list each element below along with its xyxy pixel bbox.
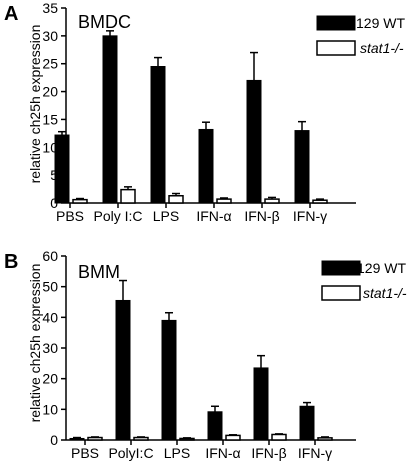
x-tick-label: IFN-β [244,208,279,224]
y-tick-label: 25 [42,56,58,72]
y-tick-label: 0 [50,432,58,448]
y-tick-label: 10 [42,401,58,417]
bar-wt [253,367,269,441]
x-tick-label: IFN-α [205,445,240,461]
y-tick-label: 5 [50,167,58,183]
bar-stat1-ko [312,199,328,204]
bar-stat1-ko [133,436,149,441]
panel-b-letter: B [4,251,18,273]
legend-a-wt-label: 129 WT [356,15,405,31]
bar-wt [246,79,262,204]
bar-wt [207,411,223,441]
legend-b-wt-label: 129 WT [357,260,406,276]
panel-b-title: BMM [78,262,120,282]
panel-a-plot: 0 5 10 15 20 25 30 35 PBS Poly I:C LPS IFN-α IFN-β IF… [42,0,356,224]
bar-stat1-ko [168,195,184,204]
x-tick-label: IFN-α [196,208,231,224]
x-tick-label: PBS [56,208,84,224]
panel-a-letter: A [4,3,18,25]
bar-wt [198,128,214,204]
y-tick-label: 30 [42,340,58,356]
bar-stat1-ko [264,198,280,204]
y-tick-label: 20 [42,84,58,100]
bar-wt [54,134,70,204]
x-tick-label: IFN-γ [298,445,332,461]
panel-b-plot: 0 10 20 30 40 50 60 PBS PolyI:C LPS IFN-α IFN-β IFN-… [42,248,356,461]
y-tick-label: 60 [42,248,58,264]
bar-stat1-ko [87,436,103,441]
y-tick-label: 10 [42,139,58,155]
x-tick-label: Poly I:C [93,208,142,224]
bar-wt [150,66,166,204]
bar-stat1-ko [225,434,241,441]
bar-wt [294,130,310,204]
bar-stat1-ko [216,198,232,204]
x-tick-label: IFN-γ [293,208,327,224]
x-tick-label: IFN-β [251,445,286,461]
legend-b-ko-label: stat1-/- [363,285,407,301]
bar-stat1-ko [120,188,136,204]
bar-stat1-ko [271,433,287,441]
bar-stat1-ko [72,198,88,204]
legend-b-ko-swatch [321,285,361,301]
panel-b-legend: 129 WT stat1-/- [321,260,407,301]
bar-wt [115,299,131,441]
y-tick-label: 15 [42,111,58,127]
legend-a-ko-label: stat1-/- [360,40,404,56]
y-tick-label: 35 [42,0,58,16]
y-tick-label: 20 [42,371,58,387]
y-tick-label: 50 [42,279,58,295]
bar-stat1-ko [317,437,333,441]
legend-a-ko-swatch [316,40,356,56]
bar-wt [299,405,315,441]
panel-a-title: BMDC [78,12,131,32]
bar-wt [161,319,177,441]
x-tick-label: PolyI:C [108,445,153,461]
bar-stat1-ko [179,437,195,441]
y-tick-label: 30 [42,28,58,44]
bar-wt [102,35,118,204]
x-tick-label: LPS [153,208,179,224]
legend-a-wt-swatch [316,15,356,31]
panel-b-ylabel: relative ch25h expression [27,264,43,423]
legend-b-wt-swatch [321,260,361,276]
x-tick-label: PBS [71,445,99,461]
bar-wt [69,437,85,441]
panel-a-ylabel: relative ch25h expression [27,25,43,184]
y-tick-label: 0 [50,195,58,211]
x-tick-label: LPS [164,445,190,461]
panel-a-legend: 129 WT stat1-/- [316,15,405,56]
y-tick-label: 40 [42,309,58,325]
